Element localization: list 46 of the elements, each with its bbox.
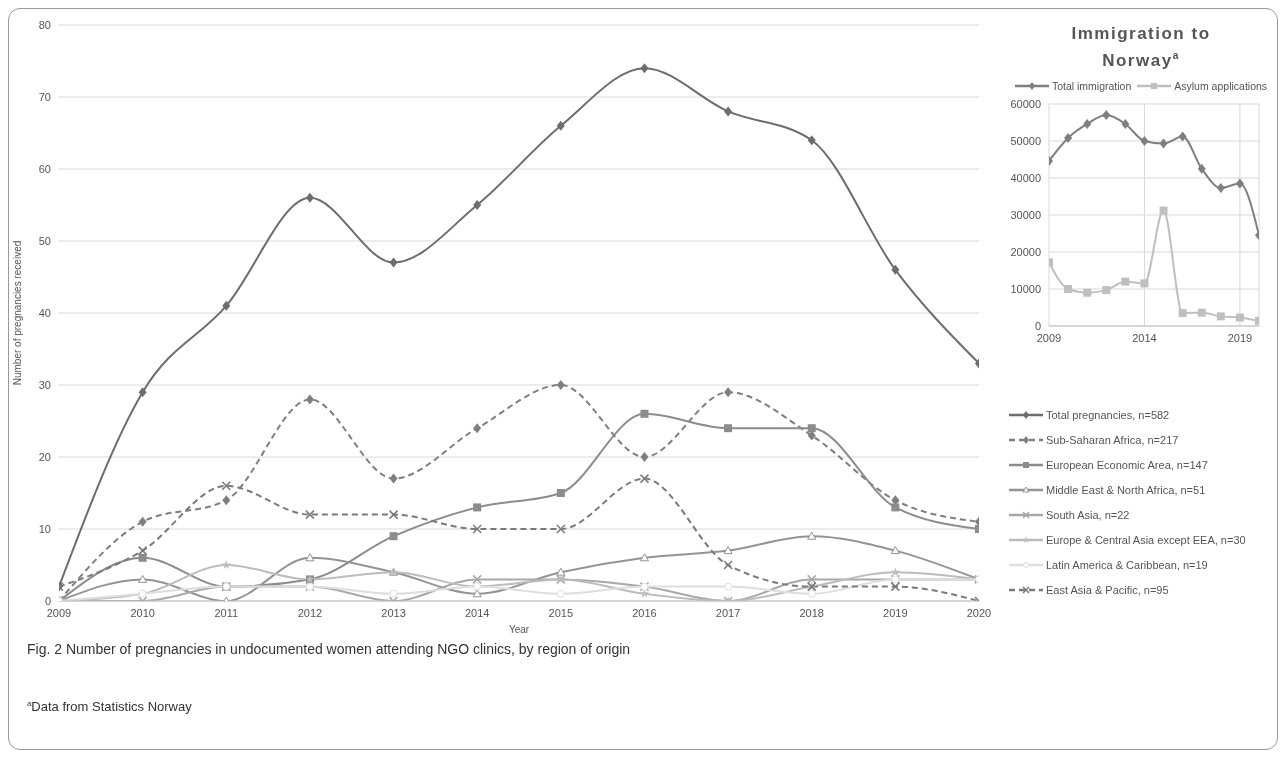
legend-label: Asylum applications bbox=[1174, 79, 1268, 92]
legend-label: Sub-Saharan Africa, n=217 bbox=[1046, 434, 1179, 446]
text: $^{a}$Data from Statistics Norway bbox=[27, 699, 192, 715]
x-axis-title: Year bbox=[508, 624, 530, 635]
y-tick-label: 0 bbox=[1034, 319, 1041, 332]
legend-label: Europe & Central Asia except EEA, n=30 bbox=[1046, 534, 1246, 546]
legend-label: Latin America & Caribbean, n=19 bbox=[1046, 559, 1208, 571]
y-tick-label: 20 bbox=[38, 450, 51, 463]
y-tick-label: 50 bbox=[38, 234, 51, 247]
y-tick-label: 40 bbox=[38, 306, 51, 319]
y-tick-label: 10000 bbox=[1010, 282, 1041, 295]
x-tick-label: 2014 bbox=[1132, 331, 1157, 344]
y-tick-label: 60 bbox=[38, 162, 51, 175]
y-tick-label: 20000 bbox=[1010, 245, 1041, 258]
chart-title: Immigration to Norway$^{a}$ bbox=[1071, 24, 1211, 70]
legend-label: Middle East & North Africa, n=51 bbox=[1046, 484, 1206, 496]
x-tick-label: 2014 bbox=[464, 606, 490, 619]
x-tick-label: 2017 bbox=[715, 606, 741, 619]
x-tick-label: 2010 bbox=[130, 606, 155, 619]
legend-label: South Asia, n=22 bbox=[1046, 509, 1130, 521]
y-tick-label: 10 bbox=[38, 522, 51, 535]
x-tick-label: 2015 bbox=[548, 606, 574, 619]
y-tick-label: 30 bbox=[38, 378, 51, 391]
y-tick-label: 40000 bbox=[1010, 171, 1041, 184]
y-axis-title: Number of pregnancies received bbox=[11, 240, 23, 386]
legend-label: European Economic Area, n=147 bbox=[1046, 459, 1208, 471]
x-tick-label: 2009 bbox=[46, 606, 72, 619]
y-tick-label: 30000 bbox=[1010, 208, 1041, 221]
x-tick-label: 2013 bbox=[381, 606, 406, 619]
x-tick-label: 2012 bbox=[297, 606, 323, 619]
x-tick-label: 2009 bbox=[1036, 331, 1062, 344]
y-tick-label: 50000 bbox=[1010, 134, 1041, 147]
legend-label: Total immigration bbox=[1051, 79, 1132, 92]
y-tick-label: 70 bbox=[38, 90, 51, 103]
x-tick-label: 2020 bbox=[966, 606, 992, 619]
y-tick-label: 60000 bbox=[1010, 97, 1041, 110]
caption: Fig. 2 Number of pregnancies in undocumented women attending NGO clinics, by region of origin bbox=[27, 641, 631, 657]
x-tick-label: 2019 bbox=[1227, 331, 1253, 344]
x-tick-label: 2018 bbox=[799, 606, 824, 619]
x-tick-label: 2016 bbox=[632, 606, 657, 619]
legend-label: Total pregnancies, n=582 bbox=[1046, 409, 1170, 421]
x-tick-label: 2011 bbox=[214, 606, 239, 619]
y-tick-label: 0 bbox=[44, 594, 51, 607]
legend-label: East Asia & Pacific, n=95 bbox=[1046, 584, 1169, 596]
x-tick-label: 2019 bbox=[883, 606, 908, 619]
y-tick-label: 80 bbox=[38, 18, 51, 31]
